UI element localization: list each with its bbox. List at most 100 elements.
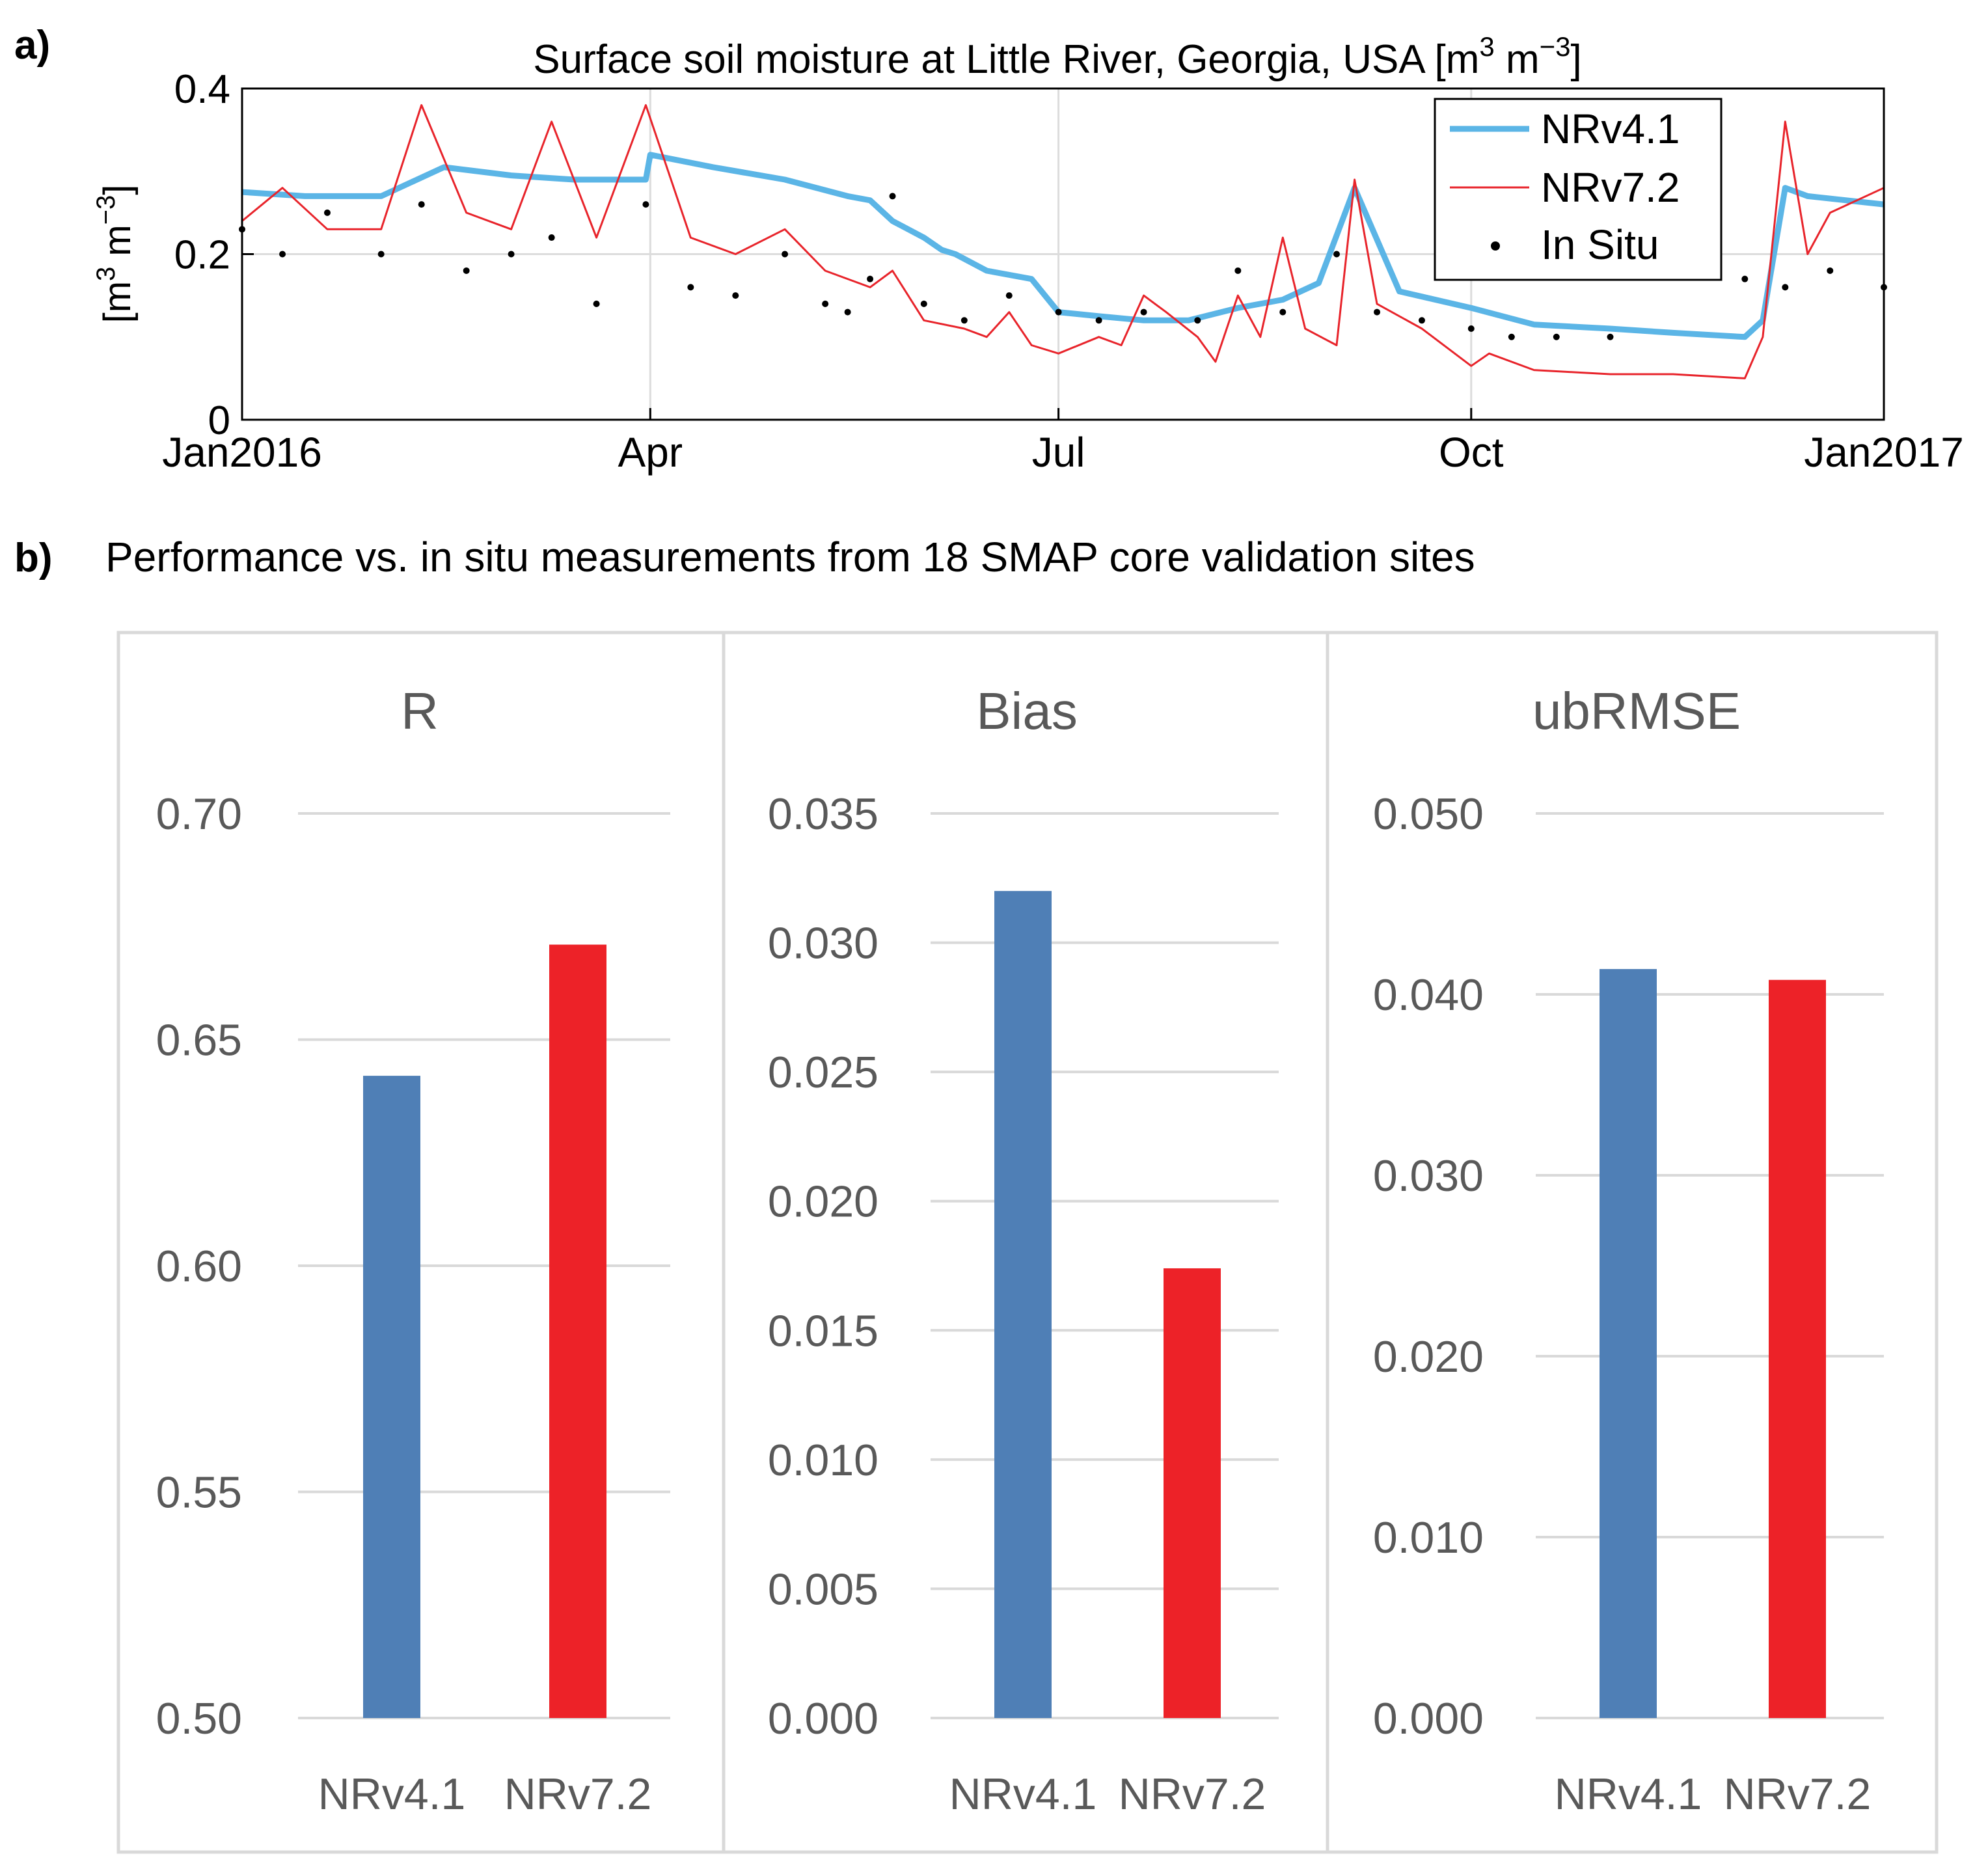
insitu-point [1827, 267, 1834, 274]
series-nrv41-line [241, 152, 1885, 340]
insitu-point [1095, 317, 1102, 324]
x-tick-label: Jul [1032, 429, 1085, 476]
bar-chart-ubrmse: ubRMSE 0.000 0.010 0.020 0.030 0.040 0.050 NRv4… [1373, 682, 1884, 1819]
insitu-point [1140, 308, 1147, 316]
insitu-point [822, 300, 829, 307]
ylabel-part-1: 3 [92, 267, 120, 281]
bar-category-label: NRv4.1 [949, 1769, 1097, 1819]
bar-y-tick-label: 0.015 [768, 1306, 878, 1356]
insitu-point [418, 201, 425, 208]
insitu-point [867, 275, 874, 282]
series-insitu [239, 193, 1887, 340]
bar-nrv4-1 [1600, 969, 1657, 1718]
insitu-point [1005, 292, 1013, 299]
bar-category-label: NRv4.1 [318, 1769, 466, 1819]
insitu-point [1234, 267, 1242, 274]
insitu-point [732, 292, 739, 299]
insitu-point [279, 251, 286, 258]
bar-charts: R 0.50 0.55 0.60 0.65 0.70 NRv4.1 NRv7.2 Bias 0.0… [156, 682, 1884, 1819]
x-tick-label: Jan2017 [1804, 429, 1964, 476]
bar-nrv7-2 [1769, 979, 1826, 1718]
insitu-point [1467, 325, 1475, 333]
insitu-point [377, 251, 385, 258]
panel-a-title-mid: m [1495, 37, 1540, 82]
insitu-point [1508, 333, 1515, 340]
legend-label-insitu: In Situ [1541, 221, 1659, 268]
bar-y-tick-label: 0.70 [156, 789, 242, 839]
legend: NRv4.1 NRv7.2 In Situ [1434, 98, 1722, 281]
bar-nrv4-1 [994, 891, 1052, 1718]
y-tick-label: 0.2 [174, 233, 230, 278]
insitu-point [1279, 308, 1287, 316]
insitu-point [1782, 284, 1789, 291]
panel-b-letter: b) [14, 536, 53, 580]
bar-nrv4-1 [363, 1076, 420, 1718]
ylabel-part-3: −3 [92, 195, 120, 225]
insitu-point [1741, 275, 1749, 282]
bar-y-tick-label: 0.050 [1373, 789, 1484, 839]
bar-category-label: NRv7.2 [1724, 1769, 1872, 1819]
bar-category-label: NRv7.2 [504, 1769, 652, 1819]
insitu-point [642, 201, 649, 208]
bar-category-label: NRv7.2 [1119, 1769, 1266, 1819]
insitu-point [1194, 317, 1201, 324]
legend-label-nrv72: NRv7.2 [1541, 164, 1680, 211]
insitu-point [548, 234, 555, 241]
x-tick-label: Oct [1439, 429, 1504, 476]
bar-y-tick-label: 0.010 [1373, 1513, 1484, 1562]
insitu-point [844, 308, 851, 316]
insitu-point [889, 193, 896, 200]
panel-a-title-sup1: 3 [1479, 31, 1494, 62]
x-tick-label: Jan2016 [162, 429, 322, 476]
y-tick-label: 0.4 [174, 67, 230, 112]
bar-y-tick-label: 0.040 [1373, 970, 1484, 1020]
insitu-point [1418, 317, 1425, 324]
bar-y-tick-label: 0.55 [156, 1468, 242, 1518]
insitu-point [1553, 333, 1560, 340]
y-tick-label: 0 [208, 398, 230, 443]
panel-a-letter: a) [14, 23, 50, 68]
insitu-point [1333, 251, 1340, 258]
ylabel-part-2: m [96, 225, 139, 266]
panel-a-title-sup2: −3 [1540, 31, 1571, 62]
bar-chart-bias: Bias 0.000 0.005 0.010 0.015 0.020 0.025 0.030 0… [768, 682, 1279, 1819]
panel-a-title-end: ] [1571, 37, 1582, 82]
bar-y-tick-label: 0.005 [768, 1564, 878, 1614]
bar-y-tick-label: 0.65 [156, 1016, 242, 1065]
bar-y-tick-label: 0.60 [156, 1242, 242, 1291]
series-nrv72-line [241, 104, 1885, 379]
bar-y-tick-label: 0.030 [1373, 1151, 1484, 1201]
bar-nrv7-2 [1164, 1268, 1221, 1718]
ylabel-part-0: [m [96, 281, 139, 323]
bar-y-tick-label: 0.010 [768, 1436, 878, 1485]
insitu-point [323, 209, 331, 216]
bar-y-tick-label: 0.000 [1373, 1694, 1484, 1743]
bar-y-tick-label: 0.000 [768, 1694, 878, 1743]
insitu-point [1374, 308, 1381, 316]
insitu-point [687, 284, 694, 291]
panel-b-title: Performance vs. in situ measurements fro… [105, 534, 1475, 580]
insitu-point [920, 300, 927, 307]
legend-swatch-insitu [1491, 241, 1500, 251]
bar-nrv7-2 [549, 944, 606, 1718]
bar-y-tick-label: 0.030 [768, 919, 878, 968]
insitu-point [782, 251, 789, 258]
insitu-point [1607, 333, 1614, 340]
legend-label-nrv41: NRv4.1 [1541, 105, 1680, 152]
bar-y-tick-label: 0.020 [768, 1177, 878, 1227]
bar-y-tick-label: 0.50 [156, 1694, 242, 1743]
panel-a-title: Surface soil moisture at Little River, G… [533, 31, 1581, 82]
bar-chart-title: ubRMSE [1532, 682, 1741, 740]
insitu-point [1055, 308, 1062, 316]
panel-a-title-main: Surface soil moisture at Little River, G… [533, 37, 1479, 82]
bar-chart-title: R [401, 682, 439, 740]
x-tick-label: Apr [618, 429, 683, 476]
insitu-point [593, 300, 600, 307]
bar-y-tick-label: 0.025 [768, 1048, 878, 1097]
insitu-point [508, 251, 515, 258]
bar-category-label: NRv4.1 [1555, 1769, 1702, 1819]
ylabel-part-4: ] [96, 185, 139, 195]
bar-y-tick-label: 0.035 [768, 789, 878, 839]
panel-a-ylabel: [m3 m−3] [92, 185, 139, 323]
